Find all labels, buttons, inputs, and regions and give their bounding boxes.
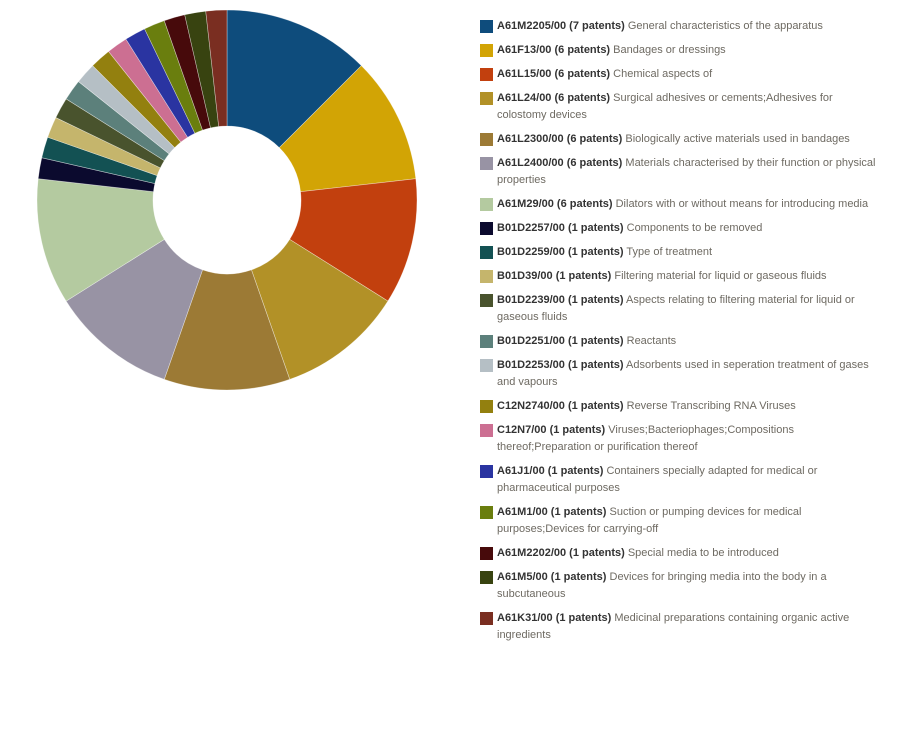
legend-item[interactable]: A61L2400/00 (6 patents) Materials charac… <box>480 155 878 189</box>
legend-color-swatch <box>480 44 493 57</box>
chart-legend: A61M2205/00 (7 patents) General characte… <box>480 18 878 651</box>
legend-item-description: Special media to be introduced <box>627 547 779 559</box>
legend-item-description: Aspects relating to filtering material f… <box>497 294 855 323</box>
legend-item-description: Bandages or dressings <box>613 44 726 56</box>
legend-item[interactable]: C12N2740/00 (1 patents) Reverse Transcri… <box>480 398 878 415</box>
legend-item-code: A61L24/00 (6 patents) <box>497 92 611 104</box>
pie-slice-a61l2400-00[interactable] <box>65 238 203 380</box>
legend-item[interactable]: C12N7/00 (1 patents) Viruses;Bacteriopha… <box>480 422 878 456</box>
legend-item-code: A61M29/00 (6 patents) <box>497 198 613 210</box>
pie-slice-a61l24-00[interactable] <box>251 238 389 380</box>
legend-item-code: A61M1/00 (1 patents) <box>497 506 607 518</box>
pie-slice-a61k31-00[interactable] <box>205 9 228 127</box>
legend-item[interactable]: B01D2251/00 (1 patents) Reactants <box>480 333 878 350</box>
legend-item-code: B01D2253/00 (1 patents) <box>497 359 624 371</box>
legend-item-description: Chemical aspects of <box>613 68 713 80</box>
legend-item-description: Type of treatment <box>626 246 713 258</box>
legend-item[interactable]: A61M1/00 (1 patents) Suction or pumping … <box>480 504 878 538</box>
legend-color-swatch <box>480 465 493 478</box>
legend-item-description: Reactants <box>626 335 677 347</box>
pie-slice-a61l15-00[interactable] <box>289 178 418 302</box>
legend-color-swatch <box>480 246 493 259</box>
legend-item[interactable]: A61M29/00 (6 patents) Dilators with or w… <box>480 196 878 213</box>
legend-item[interactable]: B01D2239/00 (1 patents) Aspects relating… <box>480 292 878 326</box>
legend-color-swatch <box>480 270 493 283</box>
legend-item-code: A61L15/00 (6 patents) <box>497 68 611 80</box>
legend-color-swatch <box>480 359 493 372</box>
legend-color-swatch <box>480 294 493 307</box>
legend-item-code: B01D2257/00 (1 patents) <box>497 222 624 234</box>
pie-slice-a61m29-00[interactable] <box>36 178 165 302</box>
legend-color-swatch <box>480 547 493 560</box>
legend-item-code: A61M5/00 (1 patents) <box>497 571 607 583</box>
legend-item[interactable]: A61L15/00 (6 patents) Chemical aspects o… <box>480 66 878 83</box>
legend-item-code: A61M2205/00 (7 patents) <box>497 20 625 32</box>
legend-item[interactable]: A61F13/00 (6 patents) Bandages or dressi… <box>480 42 878 59</box>
legend-item[interactable]: A61L24/00 (6 patents) Surgical adhesives… <box>480 90 878 124</box>
pie-slice-a61l2300-00[interactable] <box>163 269 291 391</box>
legend-item-description: Reverse Transcribing RNA Viruses <box>626 400 796 412</box>
legend-color-swatch <box>480 424 493 437</box>
legend-item-code: B01D39/00 (1 patents) <box>497 270 612 282</box>
legend-item[interactable]: A61L2300/00 (6 patents) Biologically act… <box>480 131 878 148</box>
legend-item-description: Dilators with or without means for intro… <box>615 198 869 210</box>
legend-item[interactable]: A61J1/00 (1 patents) Containers speciall… <box>480 463 878 497</box>
legend-item-description: Filtering material for liquid or gaseous… <box>614 270 827 282</box>
legend-item-description: Materials characterised by their functio… <box>497 157 876 186</box>
donut-chart <box>36 9 418 391</box>
legend-item[interactable]: B01D2259/00 (1 patents) Type of treatmen… <box>480 244 878 261</box>
legend-color-swatch <box>480 222 493 235</box>
legend-item-code: A61F13/00 (6 patents) <box>497 44 611 56</box>
legend-color-swatch <box>480 133 493 146</box>
legend-item[interactable]: B01D39/00 (1 patents) Filtering material… <box>480 268 878 285</box>
legend-item-description: Surgical adhesives or cements;Adhesives … <box>497 92 833 121</box>
legend-color-swatch <box>480 335 493 348</box>
legend-color-swatch <box>480 92 493 105</box>
legend-color-swatch <box>480 198 493 211</box>
legend-item-description: Adsorbents used in seperation treatment … <box>497 359 869 388</box>
legend-item-code: A61J1/00 (1 patents) <box>497 465 604 477</box>
patent-pie-chart-panel <box>0 0 460 400</box>
legend-color-swatch <box>480 400 493 413</box>
legend-item-code: A61L2300/00 (6 patents) <box>497 133 623 145</box>
legend-item-description: Biologically active materials used in ba… <box>625 133 850 145</box>
legend-item-code: A61K31/00 (1 patents) <box>497 612 612 624</box>
legend-item[interactable]: A61M2205/00 (7 patents) General characte… <box>480 18 878 35</box>
legend-color-swatch <box>480 157 493 170</box>
legend-item-description: Components to be removed <box>626 222 763 234</box>
legend-item-code: A61M2202/00 (1 patents) <box>497 547 625 559</box>
legend-color-swatch <box>480 571 493 584</box>
legend-color-swatch <box>480 506 493 519</box>
legend-item-description: Containers specially adapted for medical… <box>497 465 818 494</box>
legend-item-description: Viruses;Bacteriophages;Compositions ther… <box>497 424 794 453</box>
legend-color-swatch <box>480 68 493 81</box>
legend-item-code: A61L2400/00 (6 patents) <box>497 157 623 169</box>
legend-item-code: B01D2259/00 (1 patents) <box>497 246 624 258</box>
legend-item-code: C12N7/00 (1 patents) <box>497 424 606 436</box>
legend-item-code: C12N2740/00 (1 patents) <box>497 400 624 412</box>
legend-item-code: B01D2239/00 (1 patents) <box>497 294 624 306</box>
pie-slice-a61f13-00[interactable] <box>278 65 417 193</box>
legend-item[interactable]: B01D2253/00 (1 patents) Adsorbents used … <box>480 357 878 391</box>
legend-item-description: Devices for bringing media into the body… <box>497 571 827 600</box>
legend-item-description: Suction or pumping devices for medical p… <box>497 506 802 535</box>
legend-item[interactable]: B01D2257/00 (1 patents) Components to be… <box>480 220 878 237</box>
legend-item[interactable]: A61K31/00 (1 patents) Medicinal preparat… <box>480 610 878 644</box>
legend-color-swatch <box>480 20 493 33</box>
legend-item-description: General characteristics of the apparatus <box>627 20 823 32</box>
legend-color-swatch <box>480 612 493 625</box>
legend-item[interactable]: A61M5/00 (1 patents) Devices for bringin… <box>480 569 878 603</box>
legend-item-code: B01D2251/00 (1 patents) <box>497 335 624 347</box>
legend-item[interactable]: A61M2202/00 (1 patents) Special media to… <box>480 545 878 562</box>
legend-item-description: Medicinal preparations containing organi… <box>497 612 850 641</box>
